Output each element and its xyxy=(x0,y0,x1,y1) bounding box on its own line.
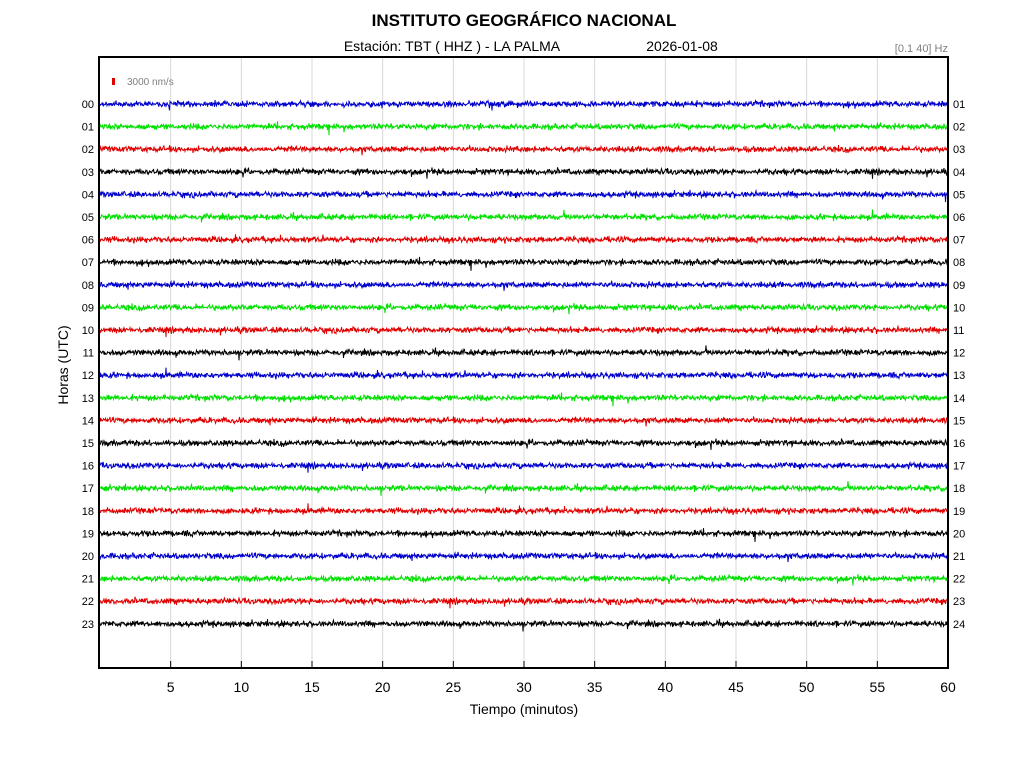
trace-hour-19 xyxy=(99,528,949,543)
date-label: 2026-01-08 xyxy=(646,38,718,54)
x-tick-label: 60 xyxy=(940,679,956,695)
trace-hour-04 xyxy=(99,188,949,203)
left-hour-label: 01 xyxy=(82,122,94,134)
trace-hour-16 xyxy=(99,460,949,473)
x-tick-label: 20 xyxy=(375,679,391,695)
left-hour-label: 15 xyxy=(82,438,94,450)
trace-hour-23 xyxy=(99,618,949,632)
right-hour-label: 17 xyxy=(953,461,965,473)
trace-hour-21 xyxy=(99,573,949,586)
right-hour-label: 15 xyxy=(953,415,965,427)
left-hour-label: 07 xyxy=(82,257,94,269)
trace-hour-20 xyxy=(99,551,949,563)
trace-hour-17 xyxy=(99,480,949,496)
left-hour-label: 12 xyxy=(82,370,94,382)
left-hour-label: 10 xyxy=(82,325,94,337)
right-hour-label: 23 xyxy=(953,596,965,608)
right-hour-label: 05 xyxy=(953,189,965,201)
x-tick-label: 25 xyxy=(446,679,462,695)
left-hour-label: 16 xyxy=(82,461,94,473)
trace-hour-10 xyxy=(99,324,949,338)
right-hour-label: 18 xyxy=(953,483,965,495)
right-hour-label: 09 xyxy=(953,280,965,292)
trace-hour-08 xyxy=(99,279,949,291)
x-axis-label: Tiempo (minutos) xyxy=(470,701,578,717)
x-tick-label: 15 xyxy=(304,679,320,695)
right-hour-label: 16 xyxy=(953,438,965,450)
right-hour-label: 19 xyxy=(953,506,965,518)
trace-hour-07 xyxy=(99,256,949,271)
trace-hour-02 xyxy=(99,144,949,156)
right-hour-label: 22 xyxy=(953,574,965,586)
right-hour-label: 07 xyxy=(953,235,965,247)
right-hour-label: 08 xyxy=(953,257,965,269)
trace-hour-00 xyxy=(99,98,949,111)
left-hour-label: 20 xyxy=(82,551,94,563)
trace-hour-01 xyxy=(99,121,949,136)
right-hour-label: 04 xyxy=(953,167,965,179)
trace-hour-13 xyxy=(99,392,949,407)
left-hour-label: 02 xyxy=(82,144,94,156)
right-hour-label: 14 xyxy=(953,393,965,405)
left-hour-label: 08 xyxy=(82,280,94,292)
x-tick-label: 5 xyxy=(167,679,175,695)
plot-frame xyxy=(98,56,949,669)
trace-hour-06 xyxy=(99,234,949,245)
scale-bar xyxy=(112,78,115,85)
trace-hour-11 xyxy=(99,345,949,361)
x-axis-ticks: 5 10 15 20 25 30 35 40 45 50 55 60 xyxy=(167,661,956,695)
trace-hour-15 xyxy=(99,438,949,450)
right-hour-label: 21 xyxy=(953,551,965,563)
right-hour-label: 02 xyxy=(953,122,965,134)
left-hour-label: 21 xyxy=(82,574,94,586)
right-hour-label: 20 xyxy=(953,528,965,540)
left-hour-label: 17 xyxy=(82,483,94,495)
left-hour-label: 06 xyxy=(82,235,94,247)
trace-hour-22 xyxy=(99,596,949,609)
station-label: Estación: TBT ( HHZ ) - LA PALMA xyxy=(344,38,561,54)
left-hour-label: 00 xyxy=(82,99,94,111)
left-hour-label: 23 xyxy=(82,619,94,631)
left-hour-label: 18 xyxy=(82,506,94,518)
trace-hour-05 xyxy=(99,209,949,223)
right-hour-label: 12 xyxy=(953,348,965,360)
filter-label: [0.1 40] Hz xyxy=(895,43,948,55)
right-hour-label: 03 xyxy=(953,144,965,156)
left-hour-label: 22 xyxy=(82,596,94,608)
chart-title: INSTITUTO GEOGRÁFICO NACIONAL xyxy=(372,11,677,30)
x-tick-label: 35 xyxy=(587,679,603,695)
right-hour-label: 01 xyxy=(953,99,965,111)
y-axis-label: Horas (UTC) xyxy=(55,325,71,404)
left-hour-label: 03 xyxy=(82,167,94,179)
left-hour-label: 11 xyxy=(83,348,94,360)
left-hour-label: 05 xyxy=(82,212,94,224)
left-hour-label: 13 xyxy=(82,393,94,405)
x-tick-label: 55 xyxy=(870,679,886,695)
x-tick-label: 50 xyxy=(799,679,815,695)
left-hour-label: 04 xyxy=(82,189,94,201)
left-hour-label: 19 xyxy=(82,528,94,540)
hour-labels: 00 01 01 02 02 03 03 04 04 05 05 06 06 07 07 08 08 09 09 10… xyxy=(82,99,966,631)
x-tick-label: 45 xyxy=(728,679,744,695)
trace-hour-03 xyxy=(99,166,949,179)
x-tick-label: 30 xyxy=(516,679,532,695)
scale-label: 3000 nm/s xyxy=(127,77,174,88)
right-hour-label: 06 xyxy=(953,212,965,224)
right-hour-label: 10 xyxy=(953,302,965,314)
x-tick-label: 40 xyxy=(658,679,674,695)
grid-lines xyxy=(170,58,878,667)
right-hour-label: 24 xyxy=(953,619,965,631)
trace-hour-14 xyxy=(99,415,949,427)
trace-hour-09 xyxy=(99,302,949,315)
trace-hour-18 xyxy=(99,503,949,516)
left-hour-label: 09 xyxy=(82,302,94,314)
right-hour-label: 13 xyxy=(953,370,965,382)
x-tick-label: 10 xyxy=(234,679,250,695)
trace-hour-12 xyxy=(99,367,949,380)
left-hour-label: 14 xyxy=(82,415,94,427)
right-hour-label: 11 xyxy=(953,325,964,337)
seismic-traces xyxy=(99,98,949,632)
